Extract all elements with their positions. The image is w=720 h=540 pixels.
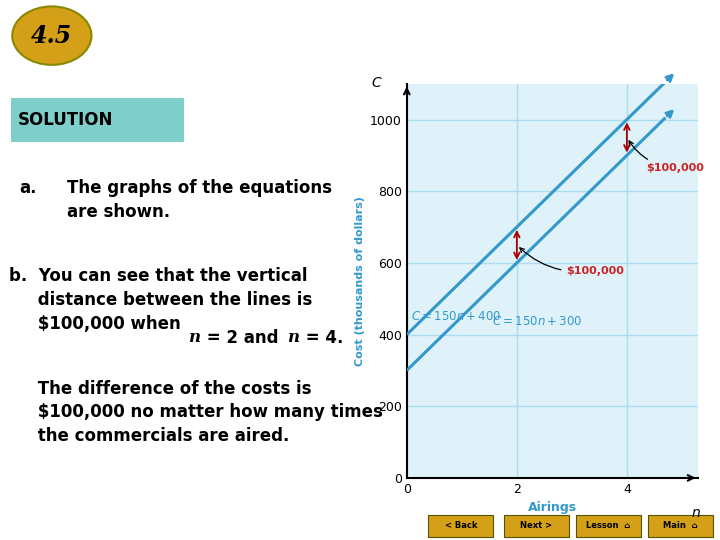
Text: $C$: $C$ bbox=[371, 76, 382, 90]
Text: a.: a. bbox=[19, 179, 37, 197]
Text: n: n bbox=[287, 329, 300, 346]
X-axis label: Airings: Airings bbox=[528, 501, 577, 514]
Bar bbox=[576, 515, 641, 537]
Text: $C = 150n + 400$: $C = 150n + 400$ bbox=[411, 309, 502, 322]
Text: $n$: $n$ bbox=[690, 507, 701, 521]
Bar bbox=[428, 515, 493, 537]
Text: Example 4: Example 4 bbox=[126, 24, 272, 48]
Text: $100,000: $100,000 bbox=[629, 141, 704, 173]
Bar bbox=[11, 98, 184, 142]
Bar bbox=[504, 515, 569, 537]
Text: = 4.: = 4. bbox=[300, 329, 343, 347]
Text: Lesson  ⌂: Lesson ⌂ bbox=[586, 522, 631, 530]
Text: = 2 and: = 2 and bbox=[201, 329, 284, 347]
Text: The difference of the costs is
     $100,000 no matter how many times
     the c: The difference of the costs is $100,000 … bbox=[9, 380, 382, 445]
Text: $100,000: $100,000 bbox=[520, 248, 624, 275]
Bar bbox=[648, 515, 713, 537]
Text: Next >: Next > bbox=[521, 522, 552, 530]
Text: Main  ⌂: Main ⌂ bbox=[663, 522, 698, 530]
Text: $C = 150n + 300$: $C = 150n + 300$ bbox=[492, 315, 582, 328]
Text: < Back: < Back bbox=[444, 522, 477, 530]
Ellipse shape bbox=[12, 6, 91, 65]
Text: The graphs of the equations
are shown.: The graphs of the equations are shown. bbox=[67, 179, 332, 221]
Y-axis label: Cost (thousands of dollars): Cost (thousands of dollars) bbox=[354, 196, 364, 366]
Text: © HOLT McDOUGAL, All Rights Reserved: © HOLT McDOUGAL, All Rights Reserved bbox=[11, 522, 193, 530]
Text: 4.5: 4.5 bbox=[31, 24, 73, 48]
Text: SOLUTION: SOLUTION bbox=[17, 111, 112, 129]
Text: b.  You can see that the vertical
     distance between the lines is
     $100,0: b. You can see that the vertical distanc… bbox=[9, 267, 312, 333]
Text: n: n bbox=[188, 329, 200, 346]
